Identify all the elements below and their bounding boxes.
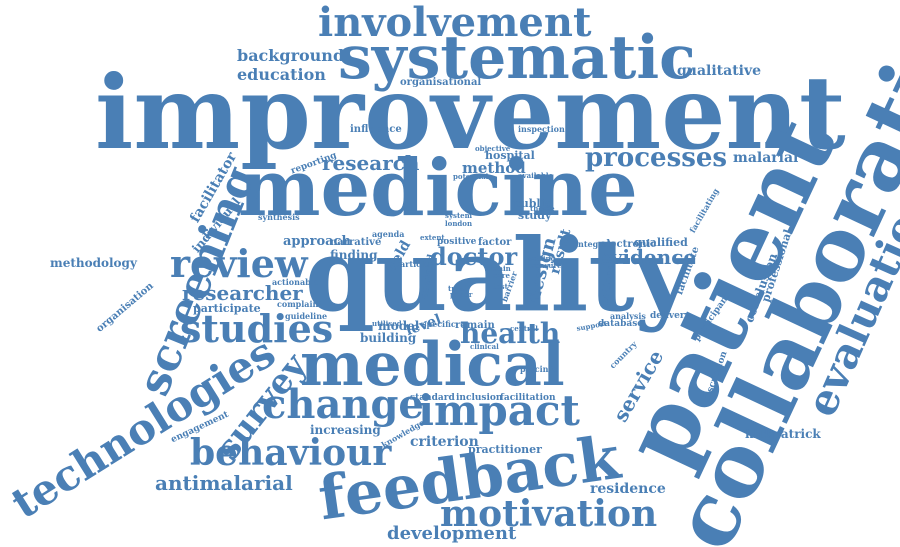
word-residence: residence	[590, 481, 666, 497]
word-narrative: narrative	[330, 237, 382, 248]
word-research: research	[322, 151, 420, 175]
word-trust: trust	[448, 284, 468, 293]
word-analysis: analysis	[610, 311, 646, 321]
word-building: building	[360, 331, 417, 345]
word-positive: positive	[437, 237, 477, 247]
word-influence: influence	[350, 124, 402, 135]
word-care: care	[493, 271, 510, 280]
word-synthesis: synthesis	[258, 212, 300, 222]
word-systematic: systematic	[338, 23, 696, 93]
word-motivation: motivation	[440, 493, 658, 535]
word-impact: impact	[418, 386, 580, 435]
word-medical: medical	[300, 330, 565, 400]
word-available: available	[518, 171, 553, 180]
word-increasing: increasing	[310, 423, 381, 437]
word-standard: standard	[410, 393, 455, 403]
word-processes: processes	[585, 143, 728, 173]
word-factor: factor	[478, 237, 512, 248]
word-test: test	[493, 282, 508, 291]
word-inspection: inspection	[518, 124, 565, 134]
word-criterion: criterion	[410, 434, 479, 450]
word-specific: specific	[422, 319, 456, 329]
word-quality: quality	[305, 216, 693, 334]
word-hospital: hospital	[485, 149, 535, 162]
word-method: method	[462, 159, 526, 177]
word-improvement: improvement	[95, 53, 846, 172]
word-practitioner: practitioner	[468, 443, 542, 456]
word-approach: approach	[283, 234, 351, 249]
word-change: change	[262, 381, 424, 428]
word-antimalarial: antimalarial	[155, 471, 293, 495]
word-complaint: complaint	[277, 299, 323, 309]
word-health: health	[460, 317, 561, 350]
word-participate: participate	[193, 302, 261, 315]
word-remain: remain	[455, 320, 495, 331]
word-delivery: delivery	[650, 311, 690, 321]
word-inclusion: inclusion	[456, 393, 503, 403]
word-methodology: methodology	[50, 256, 137, 270]
word-country: country	[607, 338, 639, 371]
word-researcher: researcher	[182, 281, 303, 305]
word-article: article	[400, 259, 430, 269]
word-organisation: organisation	[94, 280, 156, 335]
word-database: database	[598, 319, 644, 329]
word-qualified: qualified	[634, 236, 688, 249]
word-agenda: agenda	[372, 229, 405, 239]
word-background: background	[237, 46, 345, 65]
word-psycinfo: psycinfo	[520, 364, 558, 374]
word-model: model	[378, 319, 420, 333]
word-main: main	[491, 264, 511, 273]
word-potential: potential	[453, 172, 489, 181]
word-malarial: malarial	[733, 150, 799, 166]
word-system: system	[445, 211, 473, 220]
word-london: london	[445, 219, 473, 228]
word-public: public	[513, 197, 552, 210]
word-guideline: guideline	[285, 311, 328, 321]
word-doctor: doctor	[430, 242, 518, 271]
word-theme: theme	[530, 204, 555, 213]
word-central: central	[510, 324, 538, 333]
word-education: education	[237, 65, 326, 84]
word-qualitative: qualitative	[677, 63, 762, 79]
word-extent: extent	[420, 233, 445, 242]
word-study: study	[518, 209, 552, 222]
word-development: development	[387, 523, 517, 544]
word-clinical: clinical	[470, 342, 499, 351]
word-utilised: utilised	[372, 319, 402, 328]
word-involvement: involvement	[318, 0, 592, 46]
word-finding: finding	[330, 248, 378, 262]
word-electronic: electronic	[600, 239, 657, 250]
word-paper: paper	[450, 290, 473, 299]
word-facilitation: facilitation	[500, 393, 556, 403]
word-objective: objective	[475, 144, 511, 153]
word-behaviour: behaviour	[190, 432, 392, 474]
word-review: review	[170, 241, 308, 286]
word-kirkpatrick: kirkpatrick	[745, 427, 821, 441]
word-setting: setting	[528, 254, 556, 263]
word-organisational: organisational	[400, 77, 482, 88]
word-evidence: evidence	[598, 245, 697, 269]
word-studies: studies	[180, 306, 334, 351]
word-measure: measure	[528, 261, 562, 270]
word-medicine: medicine	[238, 143, 638, 234]
word-actionable: actionable	[272, 277, 319, 287]
word-integral: integral	[575, 239, 611, 249]
